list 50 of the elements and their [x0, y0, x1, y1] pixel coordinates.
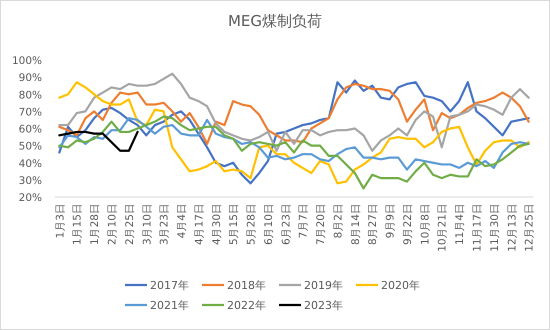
x-tick-label: 3月23日 — [158, 203, 171, 246]
x-tick-label: 11月30日 — [488, 203, 501, 252]
x-tick-label: 4月30日 — [210, 203, 223, 246]
y-tick-label: 20% — [18, 192, 42, 204]
x-tick-label: 11月4日 — [454, 203, 466, 246]
x-tick-label: 1月28日 — [89, 203, 102, 246]
x-tick-label: 12月25日 — [524, 203, 536, 252]
y-tick-label: 80% — [18, 89, 42, 102]
y-tick-label: 100% — [12, 55, 42, 67]
y-tick-label: 90% — [18, 72, 42, 84]
x-tick-label: 9月9日 — [384, 203, 397, 238]
x-tick-label: 2月10日 — [106, 203, 118, 246]
x-tick-label: 6月10日 — [262, 203, 275, 246]
legend-label: 2022年 — [227, 299, 266, 312]
x-tick-label: 10月21日 — [436, 203, 449, 252]
y-tick-label: 70% — [18, 106, 42, 118]
legend-label: 2023年 — [304, 299, 343, 312]
x-tick-label: 8月14日 — [350, 203, 362, 246]
line-series — [58, 82, 530, 146]
x-tick-label: 9月22日 — [402, 203, 414, 246]
legend-label: 2018年 — [227, 279, 266, 292]
line-series — [58, 117, 530, 171]
x-tick-label: 12月13日 — [506, 203, 518, 252]
x-tick-label: 2月25日 — [124, 203, 136, 246]
line-series — [58, 115, 530, 190]
y-tick-label: 30% — [18, 174, 42, 187]
legend-label: 2021年 — [150, 299, 189, 312]
x-tick-label: 5月28日 — [246, 203, 258, 246]
x-tick-label: 5月15日 — [228, 203, 240, 246]
legend-label: 2019年 — [304, 279, 343, 292]
x-tick-label: 7月7日 — [298, 203, 310, 238]
x-tick-label: 1月15日 — [72, 203, 84, 246]
x-tick-label: 10月8日 — [419, 203, 432, 246]
line-series — [58, 72, 530, 152]
y-tick-label: 40% — [18, 158, 42, 170]
legend-label: 2020年 — [381, 279, 420, 292]
x-tick-label: 6月23日 — [280, 203, 292, 246]
y-tick-label: 50% — [18, 140, 42, 153]
x-tick-label: 8月27日 — [367, 203, 380, 246]
y-tick-label: 60% — [18, 124, 42, 136]
x-tick-label: 3月10日 — [141, 203, 154, 246]
legend-label: 2017年 — [150, 279, 189, 292]
x-tick-label: 11月17日 — [472, 203, 484, 252]
line-series — [58, 130, 139, 152]
chart-title: MEG煤制负荷 — [228, 12, 322, 30]
x-tick-label: 8月2日 — [332, 203, 344, 238]
x-tick-label: 7月20日 — [315, 203, 328, 246]
x-tick-label: 4月4日 — [176, 203, 188, 238]
x-tick-label: 1月3日 — [54, 203, 66, 238]
x-tick-label: 4月17日 — [193, 203, 206, 246]
